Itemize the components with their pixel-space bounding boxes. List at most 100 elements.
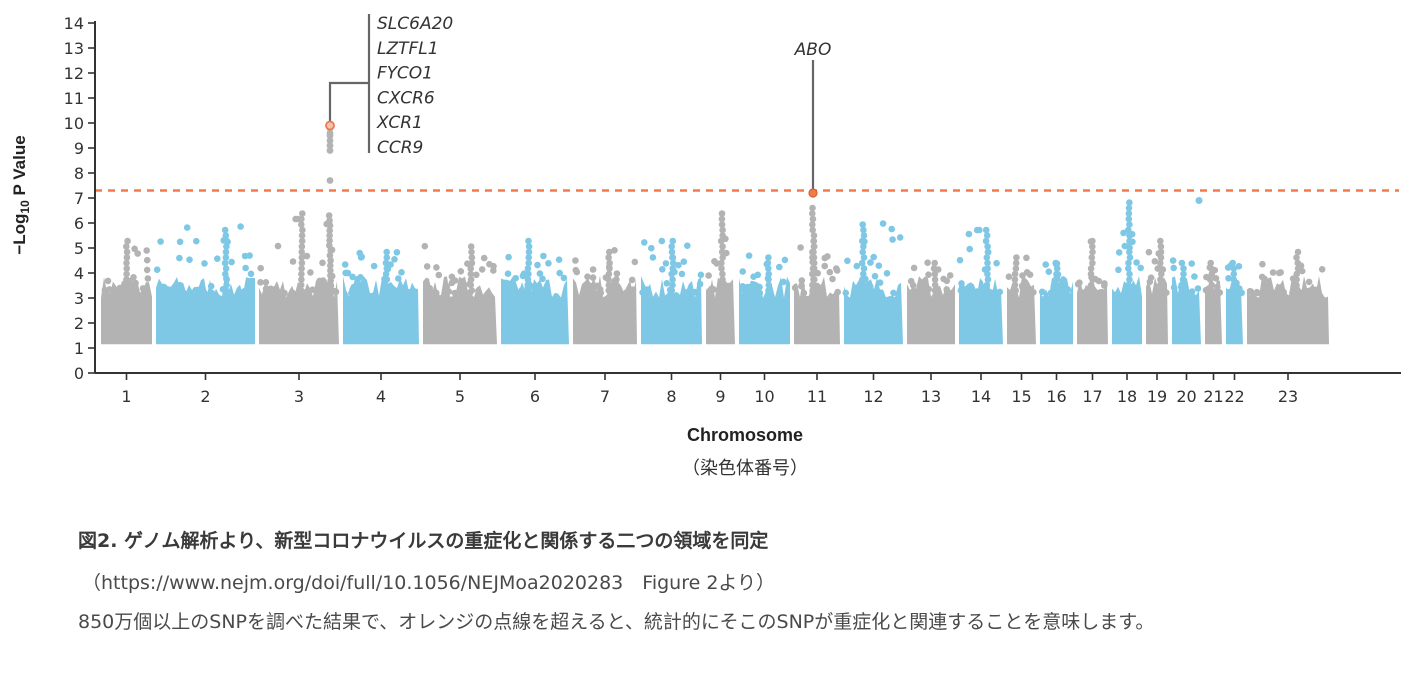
snp-point <box>663 280 671 287</box>
snp-point <box>593 282 601 290</box>
snp-point <box>931 259 938 267</box>
snp-point <box>1169 257 1177 264</box>
snp-point <box>668 248 676 256</box>
snp-point <box>860 265 868 272</box>
chart-svg: SLC6A20LZTFL1FYCO1CXCR6XCR1CCR9ABO012345… <box>64 14 1401 479</box>
snp-point <box>421 242 429 250</box>
snp-point <box>194 287 202 295</box>
chromosome-band <box>101 237 152 345</box>
snp-point <box>201 260 208 267</box>
snp-point <box>298 221 305 228</box>
snp-point <box>860 232 868 239</box>
snp-point <box>948 289 956 297</box>
snp-point <box>1208 281 1215 289</box>
snp-point <box>860 254 868 261</box>
snp-point <box>1019 272 1026 279</box>
x-tick-label: 13 <box>921 387 941 406</box>
snp-point <box>808 270 816 278</box>
x-tick-label: 20 <box>1176 387 1196 406</box>
snp-point <box>1293 270 1300 278</box>
snp-point <box>289 289 296 297</box>
snp-point <box>983 254 991 261</box>
snp-point <box>327 282 335 289</box>
snp-point <box>124 237 131 245</box>
snp-point <box>398 269 405 276</box>
snp-point <box>123 276 130 283</box>
y-tick-label: 6 <box>74 214 84 233</box>
snp-point <box>809 287 816 294</box>
snp-point <box>435 271 443 279</box>
snp-point <box>718 221 726 228</box>
snp-point <box>524 276 532 283</box>
snp-point <box>781 256 789 264</box>
snp-cloud <box>423 276 497 345</box>
snp-point <box>480 254 488 262</box>
snp-point <box>718 265 725 272</box>
snp-point <box>1013 254 1020 261</box>
snp-point <box>123 243 130 250</box>
snp-point <box>1133 259 1140 266</box>
figure-source-link[interactable]: （https://www.nejm.org/doi/full/10.1056/N… <box>82 572 776 594</box>
snp-point <box>263 286 271 294</box>
snp-point <box>303 288 311 295</box>
snp-point <box>370 262 378 270</box>
snp-point <box>382 270 390 278</box>
snp-point <box>1266 285 1274 293</box>
snp-point <box>756 283 763 291</box>
snp-point <box>536 288 543 296</box>
snp-point <box>1278 288 1286 296</box>
snp-point <box>1151 258 1159 265</box>
snp-point <box>605 287 612 294</box>
snp-point <box>176 238 184 246</box>
snp-point <box>1230 265 1238 272</box>
snp-point <box>525 254 532 261</box>
snp-point <box>326 222 334 229</box>
snp-point <box>525 243 533 250</box>
snp-point <box>844 257 851 265</box>
snp-point <box>326 137 334 144</box>
snp-point <box>207 282 215 290</box>
snp-point <box>1294 248 1302 256</box>
snp-point <box>745 252 753 259</box>
snp-point <box>750 273 757 281</box>
snp-point <box>983 281 991 289</box>
snp-point <box>1170 284 1178 291</box>
y-tick-label: 8 <box>74 164 84 183</box>
snp-point <box>228 258 235 266</box>
snp-point <box>193 237 200 245</box>
snp-point <box>382 259 390 267</box>
snp-point <box>648 244 655 252</box>
snp-point <box>756 289 764 297</box>
y-tick-label: 10 <box>64 114 84 133</box>
snp-point <box>1246 287 1254 295</box>
snp-point <box>809 265 817 272</box>
snp-point <box>982 237 990 245</box>
snp-point <box>718 210 726 217</box>
snp-cloud <box>1172 276 1201 345</box>
snp-point <box>809 226 816 234</box>
snp-point <box>611 247 618 254</box>
y-tick-label: 9 <box>74 139 84 158</box>
snp-point <box>629 286 637 294</box>
snp-point <box>1126 237 1133 245</box>
snp-point <box>274 242 282 250</box>
x-tick-label: 10 <box>754 387 774 406</box>
snp-point <box>1194 285 1202 292</box>
snp-point <box>1318 266 1326 273</box>
snp-point <box>1125 287 1132 294</box>
x-tick-label: 17 <box>1082 387 1102 406</box>
snp-cloud <box>573 275 637 345</box>
snp-point <box>984 265 991 272</box>
snp-point <box>525 237 532 245</box>
snp-point <box>925 285 932 293</box>
snp-point <box>1146 278 1154 286</box>
snp-point <box>859 237 866 245</box>
snp-cloud <box>739 276 790 345</box>
snp-point <box>1030 289 1037 296</box>
snp-point <box>344 269 352 277</box>
snp-point <box>505 253 512 261</box>
y-tick-label: 12 <box>64 64 84 83</box>
x-tick-label: 11 <box>807 387 827 406</box>
snp-point <box>1269 269 1277 276</box>
snp-point <box>467 243 475 250</box>
